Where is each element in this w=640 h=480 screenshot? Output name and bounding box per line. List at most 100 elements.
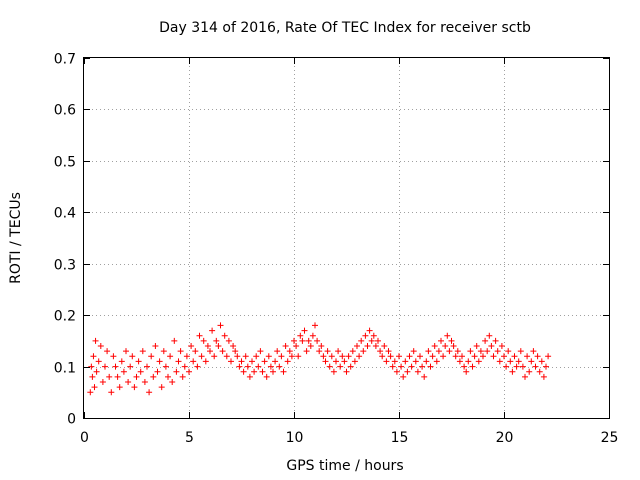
data-point	[456, 358, 463, 365]
data-point	[421, 373, 428, 380]
data-point	[91, 384, 98, 391]
data-point	[480, 353, 486, 360]
data-point	[528, 358, 535, 365]
data-point	[165, 373, 171, 380]
data-point	[242, 353, 249, 360]
data-point	[387, 353, 394, 360]
data-point	[272, 358, 279, 365]
data-point	[440, 353, 447, 360]
data-point	[427, 363, 434, 370]
data-point	[389, 363, 396, 370]
data-point	[379, 353, 386, 360]
x-tick-label: 10	[286, 430, 304, 446]
data-point	[261, 358, 268, 365]
data-point	[377, 348, 384, 355]
data-point	[452, 353, 459, 360]
grid-lines	[84, 58, 609, 418]
data-point	[190, 358, 197, 365]
data-point	[274, 348, 281, 355]
y-axis-label: ROTI / TECUs	[8, 192, 24, 284]
data-point	[202, 358, 209, 365]
data-point	[330, 368, 337, 375]
data-point	[408, 363, 415, 370]
data-point	[156, 358, 163, 365]
x-tick-label: 5	[185, 430, 194, 446]
data-point	[183, 353, 190, 360]
data-point	[238, 358, 245, 365]
data-point	[467, 348, 474, 355]
data-point	[263, 373, 270, 380]
y-tick-label: 0.3	[54, 258, 76, 274]
data-point	[87, 389, 94, 396]
data-point	[454, 348, 461, 355]
data-point	[144, 363, 150, 370]
data-point	[337, 363, 344, 370]
data-point	[519, 363, 526, 370]
data-point	[133, 373, 140, 380]
data-point	[162, 363, 169, 370]
data-point	[217, 322, 224, 329]
data-point	[513, 363, 520, 370]
data-point	[288, 353, 295, 360]
data-point	[368, 337, 375, 344]
data-point	[118, 358, 125, 365]
data-point	[524, 353, 531, 360]
data-point	[207, 348, 213, 355]
data-point	[316, 348, 323, 355]
data-point	[246, 373, 253, 380]
data-point	[473, 343, 480, 349]
data-point	[125, 379, 132, 385]
data-point	[259, 368, 266, 375]
data-point	[211, 353, 218, 360]
plot-frame	[83, 57, 610, 419]
data-point	[257, 348, 264, 355]
data-point	[123, 348, 129, 355]
data-point	[360, 348, 367, 355]
data-point	[293, 343, 300, 349]
data-point	[253, 353, 260, 360]
data-point	[526, 368, 533, 375]
axes: 0 0.1 0.2 0.3 0.4 0.5 0.6 0.7 0 5 10 15 20 25	[54, 52, 619, 447]
data-point	[167, 353, 174, 360]
data-point	[463, 368, 470, 375]
data-point	[295, 353, 302, 360]
data-point	[423, 358, 430, 365]
data-point	[114, 373, 121, 380]
data-point	[333, 358, 339, 365]
data-point	[154, 368, 161, 375]
data-point	[116, 384, 123, 391]
data-point	[267, 363, 274, 370]
data-point	[496, 358, 503, 365]
data-point	[419, 363, 426, 370]
data-point	[488, 343, 495, 349]
data-point	[503, 363, 510, 370]
data-point	[404, 368, 411, 375]
data-point	[429, 353, 436, 360]
x-axis-label: GPS time / hours	[286, 458, 403, 474]
data-point	[196, 332, 203, 339]
data-point	[538, 358, 545, 365]
data-point	[484, 348, 491, 355]
y-tick-label: 0.1	[54, 361, 76, 377]
data-point	[335, 348, 342, 355]
data-point	[320, 353, 327, 360]
data-point	[438, 337, 444, 344]
data-point	[450, 343, 457, 349]
data-point	[171, 337, 178, 344]
data-point	[234, 353, 241, 360]
data-point	[509, 368, 516, 375]
data-point	[225, 337, 232, 344]
data-point	[236, 363, 243, 370]
data-point	[120, 368, 127, 375]
y-tick-label: 0.2	[54, 309, 76, 325]
data-point	[284, 358, 291, 365]
data-point	[402, 358, 409, 365]
data-point	[339, 353, 346, 360]
data-point	[255, 363, 262, 370]
x-tick-label: 20	[496, 430, 514, 446]
data-point	[400, 373, 407, 380]
data-point	[215, 343, 222, 349]
data-point	[543, 363, 549, 370]
data-points	[87, 322, 552, 396]
